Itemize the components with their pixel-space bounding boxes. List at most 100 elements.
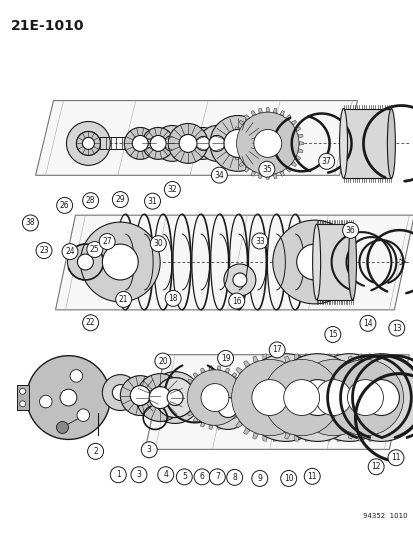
Polygon shape — [322, 405, 328, 409]
Polygon shape — [235, 422, 242, 428]
Text: 38: 38 — [26, 219, 35, 228]
Text: 34: 34 — [214, 171, 224, 180]
Circle shape — [228, 293, 244, 309]
Polygon shape — [244, 167, 249, 172]
Polygon shape — [398, 376, 404, 382]
Polygon shape — [273, 174, 276, 179]
Polygon shape — [289, 395, 294, 400]
Text: 12: 12 — [370, 462, 380, 471]
Polygon shape — [209, 425, 212, 429]
Polygon shape — [226, 405, 233, 409]
Polygon shape — [326, 435, 330, 441]
Polygon shape — [321, 428, 327, 434]
Polygon shape — [297, 134, 302, 138]
Circle shape — [199, 125, 234, 161]
Polygon shape — [226, 385, 233, 391]
Circle shape — [112, 385, 128, 400]
Text: 16: 16 — [231, 296, 241, 305]
Circle shape — [209, 469, 225, 485]
Circle shape — [187, 370, 242, 425]
Polygon shape — [353, 428, 359, 434]
Polygon shape — [284, 433, 290, 439]
Circle shape — [39, 395, 52, 408]
Text: 3: 3 — [147, 445, 151, 454]
Circle shape — [19, 388, 26, 394]
Circle shape — [201, 384, 228, 411]
Polygon shape — [271, 354, 276, 360]
Text: 4: 4 — [163, 470, 168, 479]
Polygon shape — [261, 414, 268, 419]
Circle shape — [251, 471, 267, 487]
Polygon shape — [294, 435, 299, 441]
Text: 37: 37 — [321, 157, 331, 166]
Circle shape — [131, 467, 147, 483]
Circle shape — [209, 116, 265, 171]
Circle shape — [231, 359, 307, 435]
Text: 5: 5 — [181, 472, 186, 481]
Circle shape — [342, 222, 358, 238]
Text: 32: 32 — [167, 185, 177, 194]
Polygon shape — [289, 428, 295, 434]
Polygon shape — [230, 376, 236, 382]
Polygon shape — [302, 414, 309, 419]
Polygon shape — [376, 433, 382, 439]
Polygon shape — [328, 422, 335, 428]
Text: 1: 1 — [116, 470, 120, 479]
Polygon shape — [338, 361, 345, 367]
Circle shape — [315, 379, 351, 416]
Polygon shape — [306, 405, 312, 409]
Ellipse shape — [348, 224, 356, 300]
Polygon shape — [224, 368, 229, 373]
Text: 10: 10 — [283, 474, 293, 483]
Bar — [316, 224, 351, 300]
Polygon shape — [262, 354, 267, 360]
Polygon shape — [241, 403, 245, 408]
Circle shape — [280, 471, 296, 487]
Text: 11: 11 — [390, 453, 400, 462]
Polygon shape — [258, 405, 264, 409]
Polygon shape — [258, 108, 262, 113]
Polygon shape — [285, 167, 290, 172]
Circle shape — [196, 136, 209, 150]
Polygon shape — [238, 120, 244, 125]
Polygon shape — [358, 435, 362, 441]
Ellipse shape — [312, 224, 320, 300]
Polygon shape — [370, 385, 375, 391]
Circle shape — [295, 359, 371, 435]
Polygon shape — [232, 149, 237, 152]
Text: 36: 36 — [345, 226, 355, 235]
Polygon shape — [290, 405, 296, 409]
Circle shape — [327, 359, 403, 435]
Circle shape — [22, 215, 38, 231]
Circle shape — [299, 379, 335, 416]
Circle shape — [387, 450, 403, 466]
Polygon shape — [285, 115, 290, 120]
Polygon shape — [358, 354, 362, 360]
Polygon shape — [370, 405, 375, 409]
Polygon shape — [238, 161, 244, 167]
Polygon shape — [293, 414, 300, 419]
Polygon shape — [306, 385, 312, 391]
Bar — [17, 385, 28, 410]
Text: 26: 26 — [60, 201, 69, 210]
Circle shape — [102, 375, 138, 410]
Polygon shape — [280, 356, 286, 362]
Text: 7: 7 — [214, 472, 219, 481]
Polygon shape — [235, 367, 242, 374]
Polygon shape — [231, 373, 236, 378]
Polygon shape — [258, 174, 262, 179]
Polygon shape — [237, 379, 242, 384]
Polygon shape — [267, 422, 274, 428]
Circle shape — [176, 469, 192, 485]
Polygon shape — [216, 366, 221, 370]
Circle shape — [57, 197, 72, 213]
Circle shape — [217, 398, 237, 417]
Circle shape — [267, 379, 303, 416]
Ellipse shape — [387, 109, 394, 179]
Polygon shape — [338, 405, 344, 409]
Circle shape — [305, 354, 392, 441]
Polygon shape — [299, 422, 306, 428]
Circle shape — [296, 244, 332, 280]
Polygon shape — [312, 356, 318, 362]
Circle shape — [367, 459, 383, 475]
